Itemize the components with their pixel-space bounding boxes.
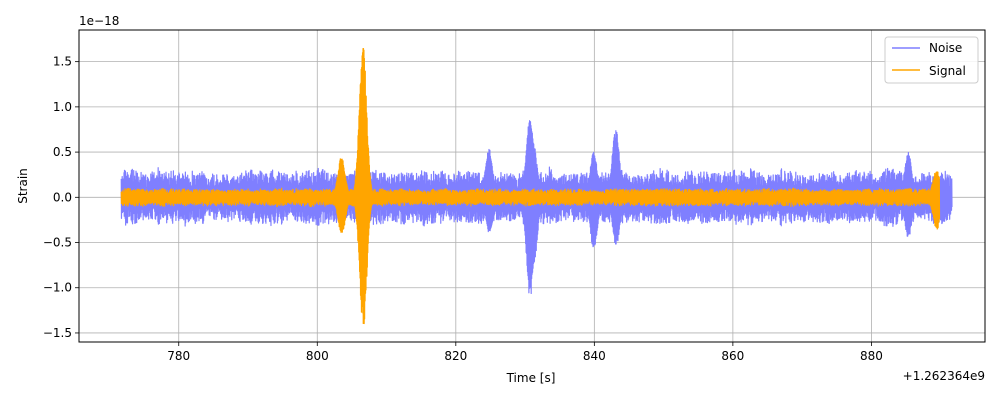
- y-tick-label: 1.0: [53, 100, 72, 114]
- x-tick-label: 840: [583, 349, 606, 363]
- y-scale-label: 1e−18: [79, 14, 119, 28]
- y-axis-label: Strain: [16, 168, 30, 204]
- y-tick-label: −1.0: [43, 281, 72, 295]
- legend-label-noise: Noise: [929, 41, 962, 55]
- x-tick-label: 880: [860, 349, 883, 363]
- x-offset-label: +1.262364e9: [903, 369, 985, 383]
- x-tick-label: 800: [306, 349, 329, 363]
- legend: Noise Signal: [884, 36, 979, 84]
- plot-frame: [78, 29, 986, 343]
- y-axis: −1.5 −1.0 −0.5 0.0 0.5 1.0 1.5: [43, 55, 79, 340]
- y-tick-label: 1.5: [53, 55, 72, 69]
- legend-label-signal: Signal: [929, 64, 966, 78]
- series-line-signal: [120, 47, 941, 325]
- x-tick-label: 820: [444, 349, 467, 363]
- y-tick-label: −0.5: [43, 236, 72, 250]
- x-axis-label: Time [s]: [506, 371, 556, 385]
- y-tick-label: 0.0: [53, 190, 72, 204]
- y-tick-label: −1.5: [43, 326, 72, 340]
- x-axis: 780 800 820 840 860 880: [167, 342, 883, 363]
- x-tick-label: 860: [721, 349, 744, 363]
- y-tick-label: 0.5: [53, 145, 72, 159]
- x-tick-label: 780: [167, 349, 190, 363]
- series-layer: [120, 47, 953, 325]
